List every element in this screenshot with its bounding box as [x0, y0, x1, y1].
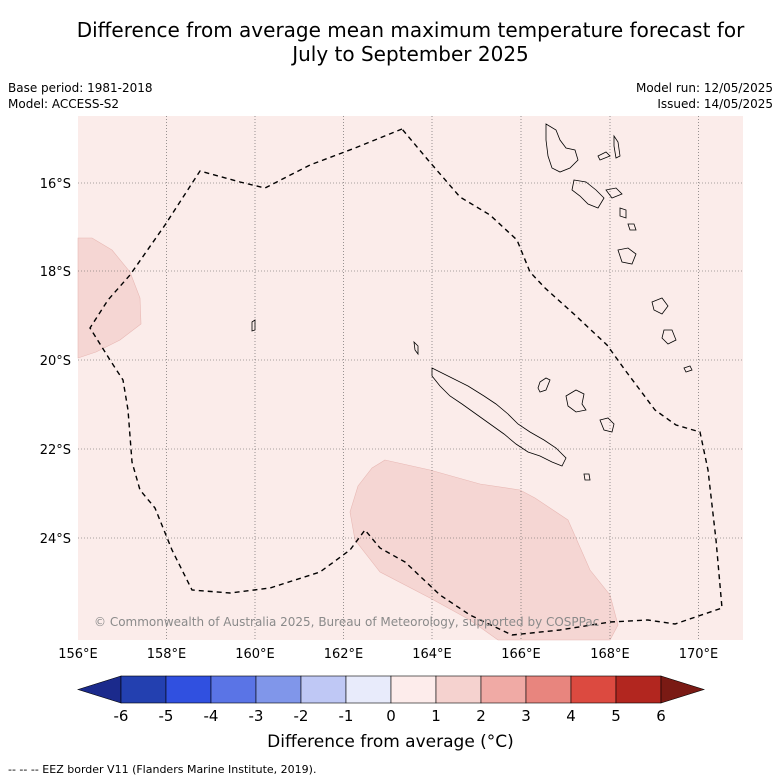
belep-island	[413, 340, 419, 356]
eez-footnote: -- -- -- EEZ border V11 (Flanders Marine…	[8, 763, 317, 776]
mare-island	[599, 417, 615, 433]
colorbar-segment	[435, 675, 482, 704]
colorbar-arrow-low	[76, 675, 122, 704]
colorbar-tick-label: 2	[476, 707, 486, 725]
efate-island	[617, 247, 637, 265]
lat-label: 18°S	[40, 265, 71, 280]
malekula-island	[571, 179, 605, 209]
ouvea-island	[537, 377, 551, 393]
colorbar-tick-label: 5	[611, 707, 621, 725]
colorbar-segment	[120, 675, 167, 704]
meta-left: Base period: 1981-2018 Model: ACCESS-S2	[8, 80, 153, 112]
lat-label: 22°S	[40, 443, 71, 458]
colorbar-segment	[615, 675, 662, 704]
colorbar-segment	[480, 675, 527, 704]
lon-label: 164°E	[412, 647, 452, 662]
lat-label: 24°S	[40, 532, 71, 547]
small-island-b	[251, 319, 256, 332]
aneityum-island	[683, 365, 693, 373]
erromango-island	[651, 297, 669, 315]
colorbar-segment	[300, 675, 347, 704]
lon-label: 166°E	[501, 647, 541, 662]
lon-label: 160°E	[235, 647, 275, 662]
colorbar-segment	[345, 675, 392, 704]
map-title: Difference from average mean maximum tem…	[0, 18, 781, 66]
colorbar: -6 -5 -4 -3 -2 -1 0 1 2 3 4 5 6	[76, 675, 706, 725]
lon-label: 158°E	[147, 647, 187, 662]
base-period-text: Base period: 1981-2018	[8, 81, 153, 95]
meta-right: Model run: 12/05/2025 Issued: 14/05/2025	[636, 80, 773, 112]
colorbar-segment	[165, 675, 212, 704]
model-run-text: Model run: 12/05/2025	[635, 81, 773, 95]
colorbar-tick-label: -6	[114, 707, 129, 725]
ambrym-island	[605, 187, 623, 199]
shepherd-islands	[627, 223, 637, 231]
colorbar-tick-label: 3	[521, 707, 531, 725]
lon-label: 168°E	[590, 647, 630, 662]
colorbar-tick-label: -2	[294, 707, 309, 725]
copyright-text: © Commonwealth of Australia 2025, Bureau…	[94, 615, 599, 629]
colorbar-segment	[570, 675, 617, 704]
ambae-island	[597, 151, 611, 161]
lon-labels: 156°E 158°E 160°E 162°E 164°E 166°E 168°…	[58, 647, 718, 662]
colorbar-segment	[525, 675, 572, 704]
lifou-island	[565, 389, 587, 413]
title-line-2: July to September 2025	[292, 42, 529, 66]
model-text: Model: ACCESS-S2	[8, 97, 120, 111]
small-island-a	[583, 473, 591, 481]
lon-label: 170°E	[679, 647, 719, 662]
colorbar-tick-label: 6	[656, 707, 666, 725]
eez-border	[89, 128, 723, 636]
pentecost-island	[613, 134, 621, 159]
colorbar-segment	[255, 675, 302, 704]
new-caledonia-island	[431, 367, 567, 467]
lon-label: 162°E	[324, 647, 364, 662]
colorbar-tick-label: -3	[249, 707, 264, 725]
colorbar-tick-label: -5	[159, 707, 174, 725]
colorbar-tick-label: 0	[386, 707, 396, 725]
graticule	[78, 116, 743, 640]
lon-label: 156°E	[58, 647, 98, 662]
lat-labels: 16°S 18°S 20°S 22°S 24°S	[40, 177, 71, 547]
lat-label: 20°S	[40, 354, 71, 369]
colorbar-tick-label: 1	[431, 707, 441, 725]
lat-label: 16°S	[40, 177, 71, 192]
epi-island	[619, 207, 627, 219]
colorbar-segment	[390, 675, 437, 704]
colorbar-tick-label: -1	[339, 707, 354, 725]
title-line-1: Difference from average mean maximum tem…	[76, 18, 745, 42]
colorbar-arrow-high	[660, 675, 706, 704]
espiritu-santo-island	[545, 123, 579, 173]
issued-text: Issued: 14/05/2025	[657, 97, 773, 111]
colorbar-label: Difference from average (°C)	[267, 732, 514, 752]
colorbar-segment	[210, 675, 257, 704]
colorbar-tick-label: -4	[204, 707, 219, 725]
anomaly-patch-south	[349, 459, 619, 641]
colorbar-tick-label: 4	[566, 707, 576, 725]
tanna-island	[661, 329, 677, 345]
